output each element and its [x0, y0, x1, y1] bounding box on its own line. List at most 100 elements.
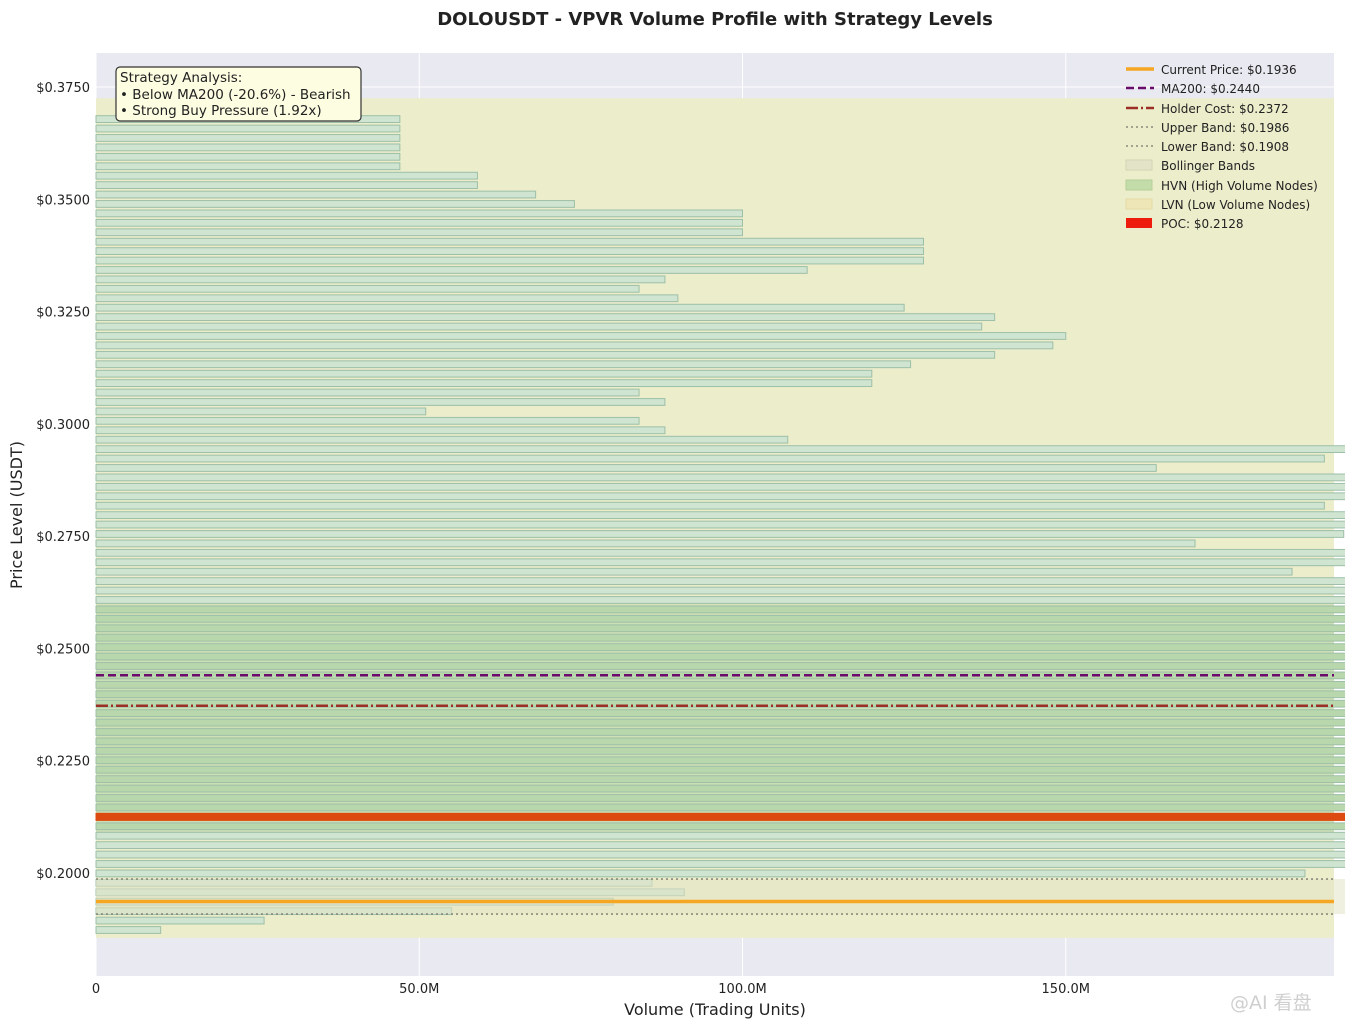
- volume-bar-48: [95, 473, 1345, 482]
- legend-swatch-hvn: [1125, 179, 1153, 191]
- strategy-annotation: Strategy Analysis: • Below MA200 (-20.6%…: [115, 66, 362, 122]
- volume-bar-17: [95, 765, 1345, 774]
- volume-bar-43: [95, 520, 1345, 529]
- x-axis: 050.0M100.0M150.0M200.0M250.0M300.0M350.…: [92, 982, 1090, 997]
- legend-label-lower-band: Lower Band: $0.1908: [1161, 140, 1289, 154]
- volume-bar-55: [95, 407, 427, 416]
- y-tick-label-4: $0.3000: [36, 418, 90, 433]
- legend-label-hvn: HVN (High Volume Nodes): [1161, 179, 1318, 193]
- volume-bar-44: [95, 511, 1345, 520]
- volume-bar-20: [95, 737, 1345, 746]
- volume-bar-67: [95, 294, 679, 303]
- volume-bar-28: [95, 662, 1345, 670]
- annotation-line-3: • Strong Buy Pressure (1.92x): [120, 103, 322, 119]
- volume-bar-81: [95, 162, 401, 171]
- volume-bar-56: [95, 398, 666, 406]
- volume-bar-46: [95, 492, 1345, 501]
- volume-bar-37: [95, 577, 1345, 586]
- volume-bar-85: [95, 124, 401, 133]
- chart-title: DOLOUSDT - VPVR Volume Profile with Stra…: [437, 9, 993, 30]
- volume-bar-40: [95, 548, 1345, 557]
- legend-swatch-poc: [1126, 218, 1152, 228]
- volume-bar-77: [95, 200, 575, 208]
- volume-bar-45: [95, 501, 1325, 510]
- volume-bar-25: [95, 690, 1345, 699]
- y-tick-label-1: $0.2250: [36, 755, 90, 770]
- strategy-levels: [96, 673, 1334, 915]
- volume-bar-80: [95, 171, 478, 180]
- volume-bar-60: [95, 360, 912, 369]
- volume-bar-34: [95, 605, 1345, 614]
- volume-bar-64: [95, 322, 983, 331]
- volume-bar-75: [95, 218, 743, 227]
- volume-bars: [95, 115, 1345, 934]
- volume-bar-6: [95, 869, 1306, 878]
- annotation-line-2: • Below MA200 (-20.6%) - Bearish: [120, 87, 351, 103]
- volume-bar-47: [95, 482, 1345, 491]
- y-tick-label-0: $0.2000: [36, 867, 90, 882]
- legend-label-lvn: LVN (Low Volume Nodes): [1161, 198, 1310, 212]
- watermark: @AI 看盘: [1230, 992, 1312, 1014]
- volume-bar-19: [95, 746, 1345, 755]
- y-tick-label-7: $0.3750: [36, 81, 90, 96]
- volume-bar-18: [95, 756, 1345, 765]
- volume-bar-24: [95, 699, 1345, 708]
- legend: Current Price: $0.1936 MA200: $0.2440 Ho…: [1125, 63, 1318, 231]
- volume-bar-78: [95, 190, 537, 199]
- volume-bar-14: [95, 794, 1345, 802]
- y-tick-label-3: $0.2750: [36, 530, 90, 545]
- volume-bar-7: [95, 860, 1345, 868]
- volume-bar-21: [95, 728, 1345, 736]
- volume-bar-71: [95, 256, 925, 265]
- legend-label-current-price: Current Price: $0.1936: [1161, 63, 1297, 77]
- volume-bar-30: [95, 643, 1345, 652]
- x-tick-label-2: 100.0M: [718, 982, 766, 997]
- volume-bar-51: [95, 445, 1345, 454]
- volume-bar-50: [95, 454, 1325, 463]
- volume-bar-69: [95, 275, 666, 284]
- volume-bar-66: [95, 303, 905, 312]
- volume-bar-41: [95, 539, 1196, 548]
- bollinger-band-zone: [96, 879, 1345, 915]
- legend-label-ma200: MA200: $0.2440: [1161, 82, 1260, 96]
- volume-bar-62: [95, 341, 1054, 350]
- y-tick-label-2: $0.2500: [36, 642, 90, 657]
- volume-bar-58: [95, 379, 873, 388]
- y-axis: $0.2000 $0.2250 $0.2500 $0.2750 $0.3000 $0.32…: [36, 81, 90, 882]
- volume-bar-65: [95, 313, 996, 322]
- volume-bar-49: [95, 464, 1157, 472]
- volume-bar-57: [95, 388, 640, 397]
- volume-bar-10: [95, 831, 1345, 840]
- volume-bar-38: [95, 567, 1293, 576]
- y-tick-label-5: $0.3250: [36, 306, 90, 321]
- volume-bar-32: [95, 624, 1345, 633]
- volume-bar-36: [95, 586, 1345, 595]
- volume-bar-0: [95, 926, 162, 934]
- y-tick-label-6: $0.3500: [36, 193, 90, 208]
- volume-bar-1: [95, 916, 265, 925]
- volume-bar-84: [95, 134, 401, 142]
- poc-bar: [95, 812, 1345, 821]
- volume-bar-82: [95, 152, 401, 161]
- volume-bar-15: [95, 784, 1345, 793]
- volume-bar-83: [95, 143, 401, 152]
- volume-bar-59: [95, 369, 873, 378]
- annotation-box: [115, 66, 362, 122]
- volume-bar-79: [95, 181, 478, 190]
- volume-bar-26: [95, 680, 1345, 689]
- annotation-line-1: Strategy Analysis:: [120, 70, 242, 86]
- volume-bar-42: [95, 530, 1345, 538]
- volume-bar-63: [95, 332, 1067, 340]
- volume-bar-31: [95, 633, 1345, 642]
- volume-bar-70: [95, 266, 808, 274]
- volume-bar-68: [95, 284, 640, 293]
- legend-swatch-lvn: [1125, 198, 1153, 210]
- volume-bar-16: [95, 775, 1345, 784]
- volume-bar-72: [95, 247, 925, 256]
- volume-bar-13: [95, 803, 1345, 812]
- legend-label-poc: POC: $0.2128: [1161, 217, 1244, 231]
- volume-bar-53: [95, 426, 666, 435]
- volume-bar-35: [95, 596, 1345, 604]
- x-axis-label: Volume (Trading Units): [624, 1000, 806, 1019]
